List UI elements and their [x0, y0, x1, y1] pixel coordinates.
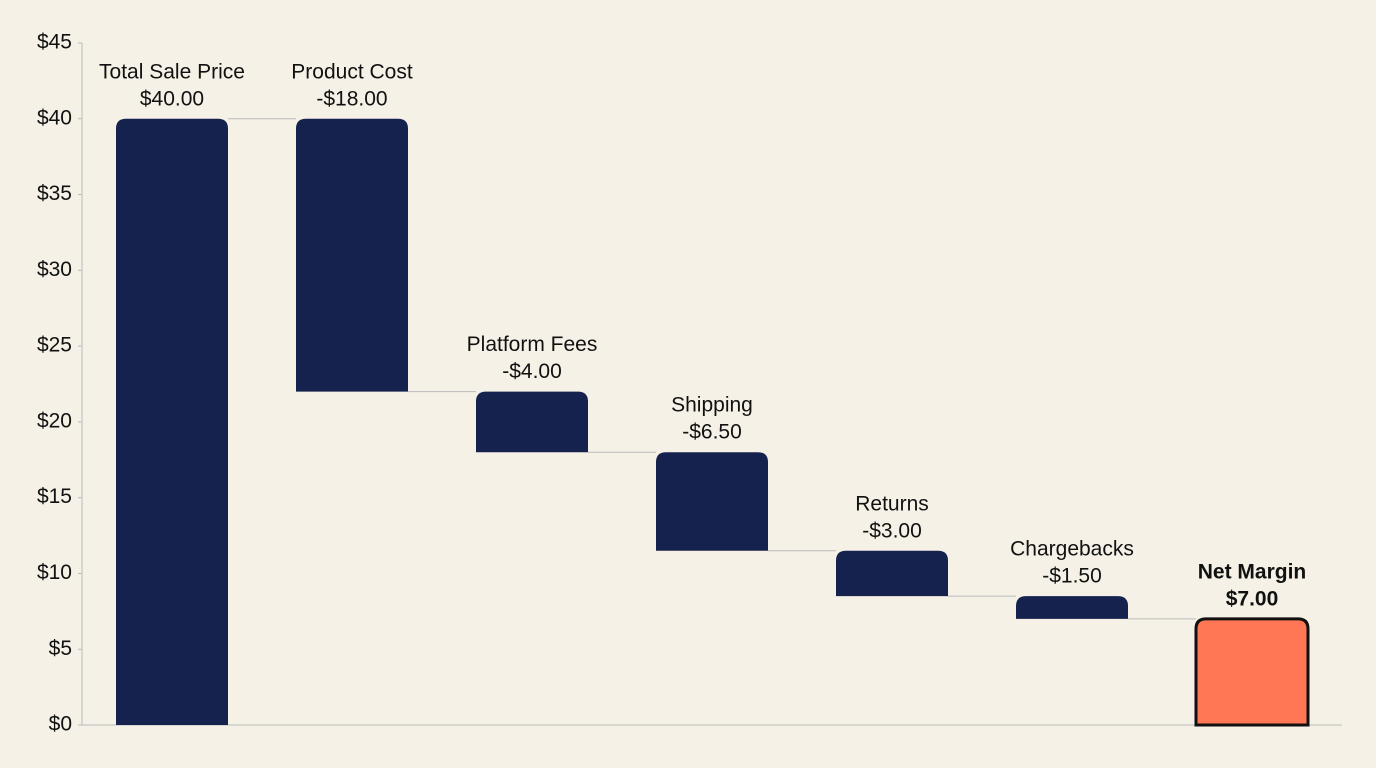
bar: [656, 452, 768, 551]
y-tick-label: $10: [37, 561, 72, 584]
value-label: $40.00: [140, 87, 204, 110]
y-tick-label: $0: [49, 713, 72, 736]
bar: [296, 118, 408, 392]
category-label: Total Sale Price: [99, 60, 245, 83]
value-label: $7.00: [1226, 587, 1279, 610]
y-tick-label: $5: [49, 637, 72, 660]
category-label: Chargebacks: [1010, 538, 1134, 561]
value-label: -$1.50: [1042, 565, 1102, 588]
bar: [116, 118, 228, 726]
category-label: Product Cost: [291, 60, 413, 83]
bar: [836, 550, 948, 597]
bar: [1016, 596, 1128, 619]
y-tick-label: $20: [37, 409, 72, 432]
category-label: Returns: [855, 492, 929, 515]
category-label: Net Margin: [1198, 560, 1307, 583]
value-label: -$6.50: [682, 421, 742, 444]
y-tick-label: $45: [37, 31, 72, 54]
y-tick-label: $25: [37, 334, 72, 357]
y-tick-label: $40: [37, 106, 72, 129]
category-label: Shipping: [671, 394, 753, 417]
value-label: -$18.00: [316, 87, 387, 110]
y-tick-label: $15: [37, 485, 72, 508]
value-label: -$4.00: [502, 360, 562, 383]
value-label: -$3.00: [862, 519, 922, 542]
y-tick-label: $30: [37, 258, 72, 281]
bar: [476, 391, 588, 453]
y-tick-label: $35: [37, 182, 72, 205]
category-label: Platform Fees: [467, 333, 598, 356]
bar: [1194, 617, 1310, 727]
